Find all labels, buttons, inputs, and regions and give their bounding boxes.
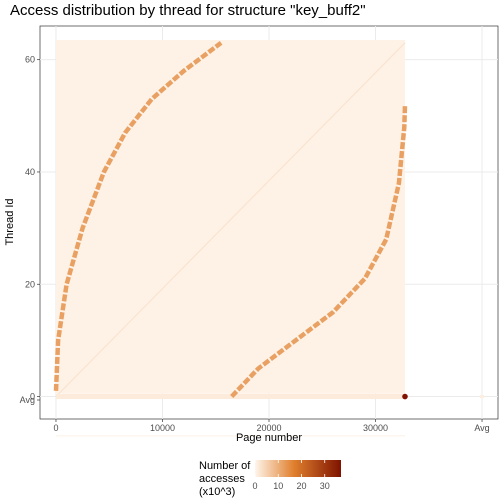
x-tick-label: 30000: [363, 423, 388, 433]
diagonal-band: [230, 104, 408, 399]
legend-tick-label: 10: [273, 481, 283, 491]
heatmap-cells: [53, 40, 485, 437]
diagonal-cells: [55, 42, 406, 397]
x-tick-label: 10000: [150, 423, 175, 433]
legend-tick-label: 30: [320, 481, 330, 491]
legend-colorbar: [255, 460, 341, 477]
background-cells: [55, 40, 405, 394]
legend-tick-label: 0: [252, 481, 257, 491]
y-axis-ticks: 0 20 40 60 Avg: [20, 55, 40, 405]
legend-title-line-2: accesses: [199, 473, 245, 485]
x-tick-label: 20000: [256, 423, 281, 433]
x-tick-label: Avg: [474, 423, 489, 433]
y-tick-label: 60: [25, 55, 35, 65]
y-tick-label: Avg: [20, 395, 35, 405]
chart-title: Access distribution by thread for struct…: [10, 2, 366, 19]
diagonal-band: [53, 41, 223, 391]
y-tick-label: 0: [30, 392, 35, 402]
legend: Number of accesses (x10^3) 0 10 20 30: [199, 460, 341, 498]
y-axis-label: Thread Id: [4, 198, 16, 245]
legend-ticks: 0 10 20 30: [252, 460, 330, 491]
y-tick-label: 20: [25, 279, 35, 289]
legend-tick-label: 20: [296, 481, 306, 491]
hotspot-cell: [402, 393, 408, 400]
x-tick-label: 0: [53, 423, 58, 433]
x-axis-label: Page number: [236, 432, 302, 444]
thread-row: [55, 394, 405, 400]
legend-title-line-1: Number of: [199, 460, 251, 472]
y-tick-label: 40: [25, 167, 35, 177]
legend-title-line-3: (x10^3): [199, 486, 235, 498]
avg-cell: [480, 395, 485, 399]
x-axis-ticks: 0 10000 20000 30000 Avg: [53, 419, 490, 433]
